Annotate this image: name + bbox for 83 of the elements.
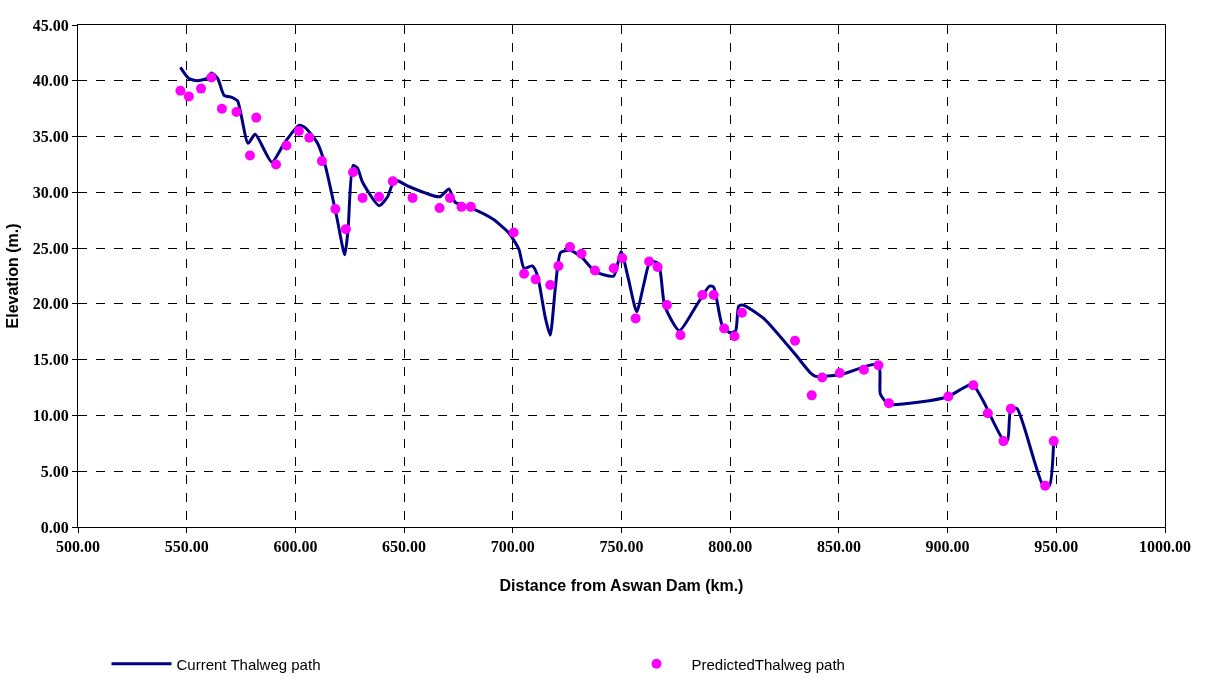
point	[652, 262, 663, 273]
point	[564, 242, 575, 252]
point	[873, 360, 884, 371]
point	[304, 132, 315, 143]
legend-label: Current Thalweg path	[176, 655, 321, 673]
point	[374, 191, 385, 202]
point	[434, 202, 445, 213]
point	[675, 330, 686, 341]
point	[183, 91, 194, 102]
point	[883, 398, 894, 409]
y-tick-label: 10.00	[32, 407, 69, 425]
point	[293, 125, 304, 136]
point	[968, 380, 979, 391]
point	[697, 289, 708, 300]
point	[736, 307, 747, 318]
y-tick-label: 20.00	[32, 295, 69, 313]
point	[519, 268, 530, 279]
point	[271, 159, 282, 170]
x-tick-label: 900.00	[925, 538, 970, 556]
point	[316, 156, 327, 167]
x-tick-label: 650.00	[382, 538, 427, 556]
point	[617, 253, 628, 264]
x-axis-title: Distance from Aswan Dam (km.)	[499, 576, 744, 594]
x-tick-label: 500.00	[56, 538, 100, 556]
point	[608, 263, 619, 274]
point	[1048, 436, 1059, 447]
point	[858, 364, 869, 375]
point	[465, 201, 476, 212]
point	[244, 150, 255, 161]
x-tick-label: 600.00	[273, 538, 318, 556]
point	[175, 85, 186, 96]
x-tick-label: 950.00	[1034, 538, 1079, 556]
point	[281, 140, 292, 151]
point	[589, 265, 600, 276]
point	[1005, 403, 1016, 414]
point	[348, 167, 359, 178]
point	[206, 72, 217, 83]
y-tick-label: 45.00	[32, 16, 69, 34]
point	[530, 274, 541, 285]
point	[708, 289, 719, 300]
point	[387, 176, 398, 187]
x-tick-label: 750.00	[599, 538, 644, 556]
point	[644, 256, 655, 267]
point	[508, 227, 519, 238]
y-tick-label: 35.00	[32, 128, 69, 146]
point	[196, 83, 207, 94]
point	[545, 279, 556, 290]
y-tick-label: 15.00	[32, 351, 69, 369]
point	[251, 112, 262, 123]
legend-label: PredictedThalweg path	[691, 655, 845, 673]
y-axis-title: Elevation (m.)	[3, 223, 21, 329]
x-tick-label: 800.00	[708, 538, 753, 556]
point	[553, 260, 564, 271]
point	[330, 204, 341, 215]
point	[806, 390, 817, 401]
point	[1040, 480, 1051, 491]
point	[456, 201, 467, 212]
y-tick-label: 30.00	[32, 183, 69, 201]
point	[789, 335, 800, 346]
point	[216, 103, 227, 114]
point	[576, 248, 587, 259]
point	[817, 372, 828, 383]
point	[982, 408, 993, 419]
point	[231, 107, 242, 118]
x-tick-label: 850.00	[816, 538, 861, 556]
x-tick-label: 700.00	[490, 538, 535, 556]
point	[340, 224, 351, 235]
point	[661, 300, 672, 310]
y-tick-label: 25.00	[32, 239, 69, 257]
point	[444, 192, 455, 203]
x-tick-label: 1000.00	[1139, 538, 1191, 556]
point	[407, 192, 418, 203]
point	[729, 331, 740, 342]
point	[630, 313, 641, 324]
point	[834, 368, 845, 379]
point	[998, 436, 1009, 447]
x-tick-label: 550.00	[164, 538, 209, 556]
point	[357, 192, 368, 203]
y-tick-label: 40.00	[32, 72, 69, 90]
point	[719, 323, 730, 334]
point	[943, 391, 954, 402]
y-tick-label: 0.00	[40, 518, 69, 536]
y-tick-label: 5.00	[40, 462, 69, 480]
